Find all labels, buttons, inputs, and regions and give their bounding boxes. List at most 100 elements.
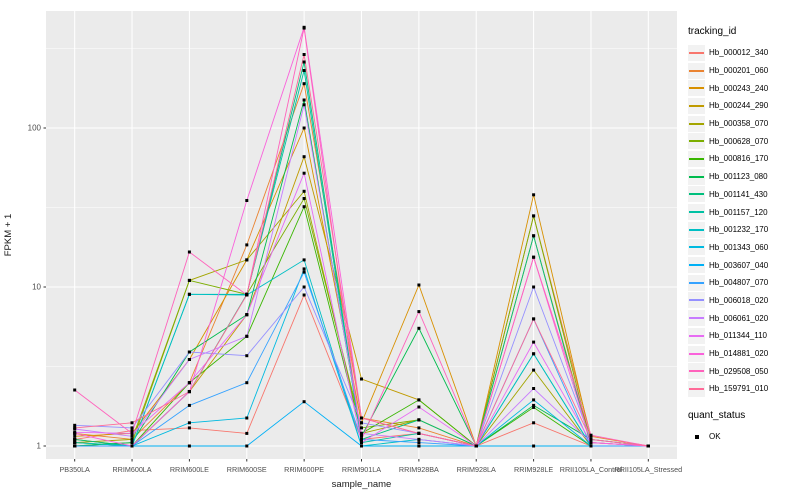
data-point-marker [73, 426, 77, 430]
data-point-marker [187, 426, 191, 430]
data-point-marker [302, 205, 306, 209]
data-point-marker [302, 189, 306, 193]
data-point-marker [187, 278, 191, 282]
legend-item-Hb_000358_070: Hb_000358_070 [688, 115, 798, 133]
data-point-marker [417, 441, 421, 445]
legend-title-tracking-id: tracking_id [688, 26, 737, 37]
data-point-marker [532, 317, 536, 321]
legend-item-Hb_000243_240: Hb_000243_240 [688, 79, 798, 97]
legend-item-label: Hb_000358_070 [709, 119, 769, 129]
x-tick-label: RRIM928LE [514, 465, 553, 474]
data-point-marker [532, 387, 536, 390]
data-point-marker [187, 403, 191, 407]
data-point-marker [73, 434, 77, 438]
legend-line-icon [689, 122, 704, 125]
data-point-marker [360, 377, 363, 381]
legend-key-swatch [688, 257, 705, 274]
x-tick-label: RRIM600LE [170, 465, 209, 474]
data-point-marker [646, 444, 650, 448]
data-point-marker [532, 352, 536, 356]
legend-item-label: Hb_003607_040 [709, 260, 769, 270]
data-point-marker [73, 423, 77, 427]
data-point-marker [130, 434, 134, 438]
data-point-marker [73, 444, 77, 448]
legend-key-swatch [688, 115, 705, 132]
legend-line-icon [689, 87, 704, 90]
legend-title-quant-status: quant_status [688, 409, 746, 421]
legend-line-icon [689, 175, 704, 178]
data-point-marker [73, 388, 77, 392]
data-point-marker [245, 354, 249, 358]
data-point-marker [245, 334, 249, 338]
data-point-marker [245, 243, 249, 247]
data-point-marker [532, 444, 536, 448]
data-point-marker [417, 283, 421, 287]
data-point-marker [302, 103, 306, 107]
data-point-marker [474, 444, 478, 448]
data-point-marker [417, 437, 421, 441]
legend-line-icon [689, 157, 704, 160]
x-axis-title: sample_name [332, 479, 392, 490]
legend-item-Hb_001157_120: Hb_001157_120 [688, 203, 798, 221]
data-point-marker [360, 416, 363, 420]
legend-key-swatch [688, 310, 705, 327]
legend-key-swatch [688, 168, 705, 185]
data-point-marker [532, 368, 536, 372]
x-tick-label: RRIM600LA [112, 465, 151, 474]
data-point-marker [302, 155, 306, 159]
data-point-marker [187, 250, 191, 254]
axes: 1 10 100 PB350LA RRIM600LA RRIM600LE RRIM600SE… [3, 124, 682, 491]
legend-item-label: Hb_001232_170 [709, 225, 769, 235]
data-point-marker [130, 429, 134, 433]
x-tick-label: RRIM600PE [284, 465, 324, 474]
data-point-marker [589, 444, 593, 448]
square-marker-icon [694, 434, 699, 439]
data-point-marker [417, 426, 421, 430]
data-point-marker [130, 444, 134, 448]
legend-line-icon [689, 51, 704, 54]
tracking-id-legend-items: Hb_000012_340 Hb_000201_060 Hb_000243_240 H… [688, 44, 798, 398]
legend-item-Hb_000012_340: Hb_000012_340 [688, 44, 798, 62]
y-tick-label: 10 [32, 283, 41, 292]
data-point-marker [302, 171, 306, 175]
legend-key-swatch [688, 150, 705, 167]
legend-key-swatch [688, 80, 705, 97]
legend-key-swatch [688, 204, 705, 221]
x-tick-label: RRIM901LA [342, 465, 381, 474]
legend-key-swatch [688, 345, 705, 362]
data-point-marker [532, 398, 536, 402]
legend-item-quant-OK: OK [688, 428, 798, 446]
legend-item-Hb_006061_020: Hb_006061_020 [688, 309, 798, 327]
data-point-marker [187, 421, 191, 425]
data-point-marker [302, 26, 306, 30]
data-point-marker [245, 416, 249, 420]
data-point-marker [302, 285, 306, 289]
data-point-marker [360, 444, 363, 448]
legend-item-label: Hb_029508_050 [709, 366, 769, 376]
data-point-marker [417, 431, 421, 435]
data-point-marker [589, 441, 593, 445]
data-point-marker [302, 267, 306, 271]
data-point-marker [302, 82, 306, 86]
legend-key-swatch [688, 133, 705, 150]
legend-item-label: Hb_000201_060 [709, 66, 769, 76]
legend-item-Hb_014881_020: Hb_014881_020 [688, 345, 798, 363]
legend-item-label: Hb_006018_020 [709, 295, 769, 305]
legend-line-icon [689, 264, 704, 267]
legend-line-icon [689, 352, 704, 355]
data-point-marker [532, 403, 536, 407]
legend-key-swatch [688, 239, 705, 256]
legend-item-Hb_001141_430: Hb_001141_430 [688, 186, 798, 204]
legend-line-icon [689, 246, 704, 249]
legend-item-label: Hb_001157_120 [709, 207, 768, 217]
legend-item-label: Hb_000628_070 [709, 136, 769, 146]
quant-status-legend-items: OK [688, 428, 798, 446]
data-point-marker [73, 431, 77, 435]
data-point-marker [302, 126, 306, 130]
legend-item-label: Hb_000243_240 [709, 83, 769, 93]
legend-key-swatch [688, 380, 705, 397]
data-point-marker [417, 398, 421, 402]
legend-line-icon [689, 387, 704, 390]
